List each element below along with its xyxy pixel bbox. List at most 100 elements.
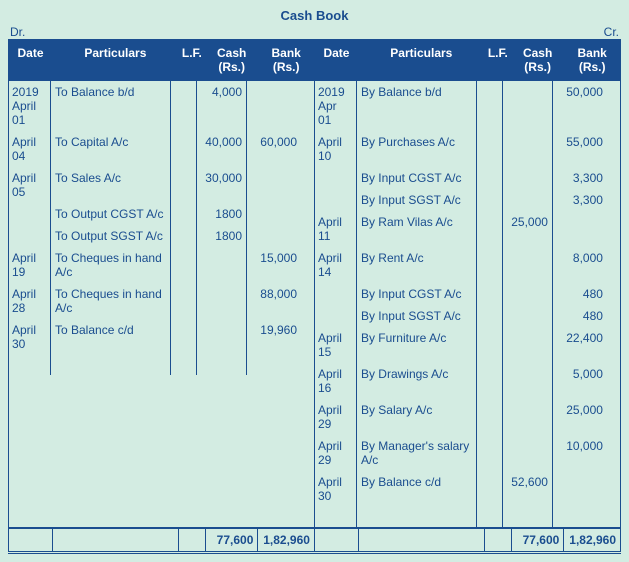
hdr-part-cr: Particulars xyxy=(358,40,484,81)
total-cash-dr: 77,600 xyxy=(205,528,257,553)
cell-lf xyxy=(477,327,503,363)
total-blank xyxy=(53,528,179,553)
filler-cell xyxy=(503,507,553,527)
cell-bank xyxy=(247,203,301,225)
cell-date: 2019 Apr 01 xyxy=(315,81,357,131)
entry-row: To Output CGST A/c 1800 xyxy=(9,203,314,225)
cell-particulars: By Ram Vilas A/c xyxy=(357,211,477,247)
hdr-date-cr: Date xyxy=(314,40,358,81)
cell-bank xyxy=(553,211,607,247)
cell-particulars: To Sales A/c xyxy=(51,167,171,203)
cell-particulars: By Rent A/c xyxy=(357,247,477,283)
cash-book-table: Date Particulars L.F. Cash (Rs.) Bank (R… xyxy=(8,39,621,554)
cell-particulars: By Drawings A/c xyxy=(357,363,477,399)
cell-lf xyxy=(171,167,197,203)
filler-cell xyxy=(247,355,301,375)
cell-particulars: By Input CGST A/c xyxy=(357,167,477,189)
cell-lf xyxy=(171,81,197,131)
cell-cash xyxy=(503,81,553,131)
cell-cash xyxy=(503,399,553,435)
entry-row: April 14By Rent A/c 8,000 xyxy=(315,247,620,283)
hdr-date-dr: Date xyxy=(9,40,53,81)
book-title: Cash Book xyxy=(8,8,621,23)
cell-cash xyxy=(503,247,553,283)
filler-cell xyxy=(315,507,357,527)
cell-lf xyxy=(477,399,503,435)
cell-date xyxy=(315,283,357,305)
cell-particulars: To Output SGST A/c xyxy=(51,225,171,247)
entry-row: By Input SGST A/c480 xyxy=(315,305,620,327)
cell-bank xyxy=(247,81,301,131)
cell-date: April 16 xyxy=(315,363,357,399)
cell-cash xyxy=(503,167,553,189)
total-blank xyxy=(484,528,511,553)
hdr-bank-cr: Bank (Rs.) xyxy=(564,40,621,81)
cell-date: April 15 xyxy=(315,327,357,363)
cell-lf xyxy=(477,189,503,211)
cell-particulars: By Furniture A/c xyxy=(357,327,477,363)
entry-row: April 30By Balance c/d52,600 xyxy=(315,471,620,507)
cell-particulars: To Cheques in hand A/c xyxy=(51,247,171,283)
cell-particulars: By Input SGST A/c xyxy=(357,305,477,327)
cell-bank: 8,000 xyxy=(553,247,607,283)
cell-lf xyxy=(477,167,503,189)
cell-cash: 30,000 xyxy=(197,167,247,203)
cell-particulars: To Capital A/c xyxy=(51,131,171,167)
cell-date: April 30 xyxy=(9,319,51,355)
cell-particulars: By Salary A/c xyxy=(357,399,477,435)
cell-lf xyxy=(171,247,197,283)
cell-particulars: By Input CGST A/c xyxy=(357,283,477,305)
credit-side: 2019 Apr 01By Balance b/d50,000April 10B… xyxy=(314,81,620,529)
cell-lf xyxy=(171,225,197,247)
filler-cell xyxy=(477,507,503,527)
cell-bank: 55,000 xyxy=(553,131,607,167)
hdr-bank-dr: Bank (Rs.) xyxy=(258,40,315,81)
cell-bank: 88,000 xyxy=(247,283,301,319)
cell-date xyxy=(9,225,51,247)
cell-cash: 52,600 xyxy=(503,471,553,507)
cell-bank: 3,300 xyxy=(553,189,607,211)
cell-cash: 1800 xyxy=(197,225,247,247)
totals-row: 77,600 1,82,960 77,600 1,82,960 xyxy=(9,528,621,553)
cell-bank: 10,000 xyxy=(553,435,607,471)
entry-row: April 05To Sales A/c30,000 xyxy=(9,167,314,203)
cell-date: April 10 xyxy=(315,131,357,167)
cell-particulars: To Output CGST A/c xyxy=(51,203,171,225)
cell-date: April 19 xyxy=(9,247,51,283)
total-bank-dr: 1,82,960 xyxy=(258,528,315,553)
entry-row: April 10By Purchases A/c 55,000 xyxy=(315,131,620,167)
cell-lf xyxy=(477,247,503,283)
cell-bank: 22,400 xyxy=(553,327,607,363)
cell-lf xyxy=(171,319,197,355)
cell-bank: 19,960 xyxy=(247,319,301,355)
cell-date: April 11 xyxy=(315,211,357,247)
cell-lf xyxy=(477,363,503,399)
cell-date xyxy=(315,189,357,211)
entry-row: By Input SGST A/c3,300 xyxy=(315,189,620,211)
cell-cash: 1800 xyxy=(197,203,247,225)
cell-particulars: By Purchases A/c xyxy=(357,131,477,167)
cell-date: 2019 April 01 xyxy=(9,81,51,131)
cell-date: April 29 xyxy=(315,435,357,471)
cell-particulars: To Balance c/d xyxy=(51,319,171,355)
cell-lf xyxy=(477,211,503,247)
entry-row: By Input CGST A/c480 xyxy=(315,283,620,305)
cell-lf xyxy=(477,305,503,327)
header-row: Date Particulars L.F. Cash (Rs.) Bank (R… xyxy=(9,40,621,81)
cell-date: April 14 xyxy=(315,247,357,283)
filler-cell xyxy=(357,507,477,527)
cell-bank: 60,000 xyxy=(247,131,301,167)
cell-lf xyxy=(477,81,503,131)
hdr-lf-dr: L.F. xyxy=(178,40,205,81)
cell-lf xyxy=(477,131,503,167)
cell-cash: 40,000 xyxy=(197,131,247,167)
hdr-lf-cr: L.F. xyxy=(484,40,511,81)
cell-cash xyxy=(503,327,553,363)
cell-cash xyxy=(503,435,553,471)
entry-row: 2019 April 01To Balance b/d4,000 xyxy=(9,81,314,131)
cell-bank: 25,000 xyxy=(553,399,607,435)
entry-row: To Output SGST A/c 1800 xyxy=(9,225,314,247)
entry-row: April 04To Capital A/c40,00060,000 xyxy=(9,131,314,167)
cell-date: April 28 xyxy=(9,283,51,319)
total-blank xyxy=(314,528,358,553)
